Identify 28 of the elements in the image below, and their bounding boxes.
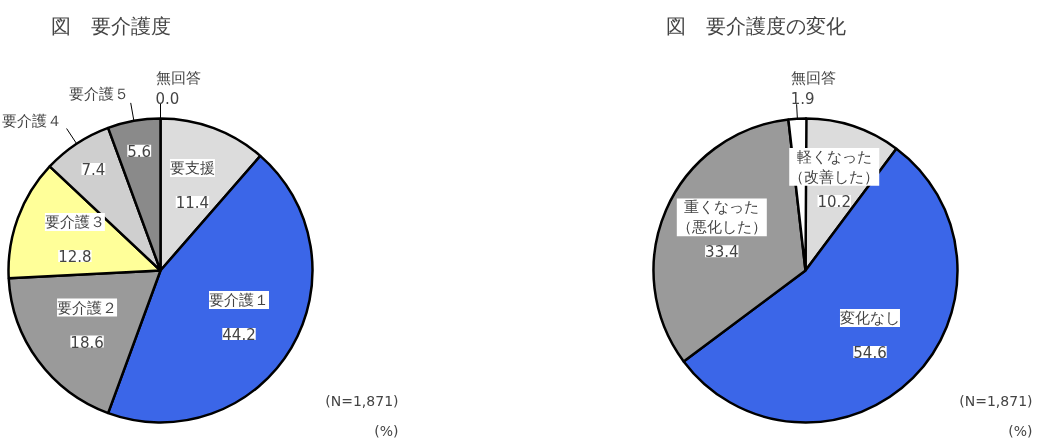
data-label: 1.9: [790, 90, 815, 109]
category-label: 無回答: [155, 69, 201, 88]
slice-label: 要介護１: [209, 290, 269, 309]
text: (N=1,871): [325, 392, 399, 409]
data-label: 18.6: [70, 333, 104, 352]
data-label: 44.2: [222, 325, 256, 344]
slice-label: 重くなった（悪化した）: [676, 198, 767, 237]
slice-label: 変化なし: [839, 308, 900, 327]
chart-title: 図 要介護度の変化: [665, 13, 846, 38]
slice-label: 無回答: [790, 69, 836, 88]
data-label: 12.8: [58, 248, 92, 267]
text: (%): [1008, 422, 1033, 439]
text: 0.0: [155, 90, 180, 109]
data-label: 33.4: [705, 243, 739, 262]
chart-title: 図 要介護度: [50, 13, 171, 38]
slice-label: 要介護４: [1, 111, 62, 130]
slice-label: 要介護５: [69, 84, 130, 103]
data-label: 5.6: [127, 142, 152, 161]
data-label: 54.6: [853, 343, 887, 362]
slice-label: 要支援: [169, 159, 215, 178]
data-label: 10.2: [817, 192, 851, 211]
data-label: 11.4: [175, 194, 210, 213]
slice-label: 要介護２: [57, 298, 118, 317]
text: (N=1,871): [959, 392, 1033, 409]
slice-label: 軽くなった（改善した）: [789, 148, 880, 186]
data-label: 7.4: [81, 161, 106, 180]
slice-label: 要介護３: [44, 213, 105, 232]
text: (%): [374, 422, 399, 439]
